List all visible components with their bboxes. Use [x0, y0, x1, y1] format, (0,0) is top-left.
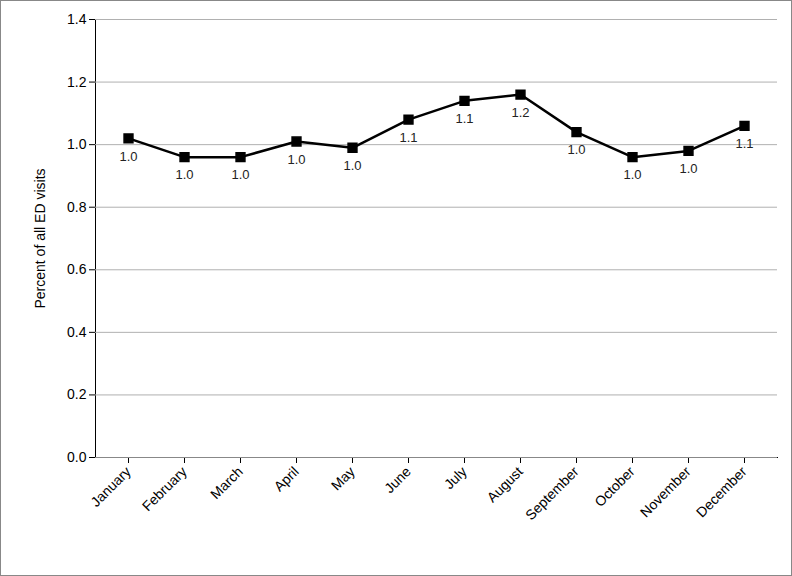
svg-text:May: May [328, 463, 358, 493]
svg-text:September: September [522, 463, 582, 523]
svg-text:January: January [87, 463, 134, 510]
svg-text:December: December [693, 463, 750, 520]
svg-text:1.1: 1.1 [735, 136, 753, 151]
svg-text:0.4: 0.4 [67, 324, 87, 340]
svg-text:November: November [637, 463, 694, 520]
svg-text:1.4: 1.4 [67, 11, 87, 27]
svg-text:March: March [207, 463, 246, 502]
svg-text:1.2: 1.2 [67, 74, 87, 90]
svg-text:1.0: 1.0 [287, 152, 305, 167]
svg-text:1.0: 1.0 [67, 136, 87, 152]
svg-text:April: April [271, 463, 302, 494]
svg-text:1.0: 1.0 [231, 167, 249, 182]
svg-text:1.1: 1.1 [399, 130, 417, 145]
svg-text:0.2: 0.2 [67, 386, 87, 402]
svg-text:1.0: 1.0 [119, 149, 137, 164]
svg-text:July: July [441, 463, 470, 492]
svg-text:0.8: 0.8 [67, 199, 87, 215]
svg-text:0.6: 0.6 [67, 261, 87, 277]
svg-text:1.0: 1.0 [175, 167, 193, 182]
svg-text:1.0: 1.0 [343, 158, 361, 173]
svg-text:February: February [139, 463, 190, 514]
svg-text:1.2: 1.2 [511, 105, 529, 120]
svg-text:0.0: 0.0 [67, 449, 87, 465]
svg-text:August: August [484, 463, 526, 505]
svg-text:Percent of all ED visits: Percent of all ED visits [32, 168, 48, 308]
svg-text:1.0: 1.0 [567, 142, 585, 157]
svg-text:October: October [591, 463, 638, 510]
svg-text:1.1: 1.1 [455, 111, 473, 126]
svg-text:1.0: 1.0 [679, 161, 697, 176]
svg-text:June: June [381, 463, 414, 496]
svg-text:1.0: 1.0 [623, 167, 641, 182]
